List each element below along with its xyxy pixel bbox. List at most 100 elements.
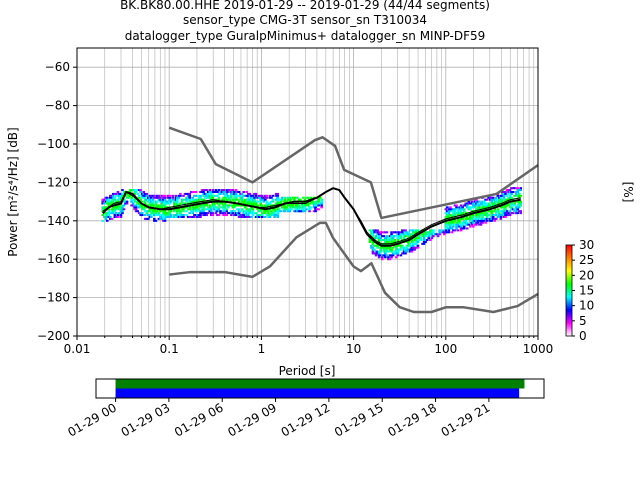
density-cell bbox=[452, 229, 455, 232]
density-cell bbox=[510, 187, 513, 190]
density-cell bbox=[371, 250, 375, 253]
density-cell bbox=[510, 208, 513, 211]
density-cell bbox=[450, 210, 454, 213]
density-cell bbox=[219, 210, 222, 213]
density-cell bbox=[484, 221, 487, 224]
density-cell bbox=[473, 223, 477, 226]
density-cell bbox=[502, 208, 506, 211]
coverage-frame bbox=[95, 378, 545, 399]
density-cell bbox=[271, 208, 275, 211]
density-cell bbox=[122, 198, 126, 201]
density-cell bbox=[159, 210, 162, 213]
density-cell bbox=[112, 200, 115, 203]
density-cell bbox=[245, 214, 249, 217]
density-cell bbox=[376, 252, 379, 255]
density-cell bbox=[116, 191, 120, 193]
x-axis-label: Period [s] bbox=[279, 364, 336, 378]
density-cell bbox=[519, 204, 523, 207]
density-cell bbox=[368, 240, 372, 243]
colorbar-label: [%] bbox=[621, 182, 635, 203]
density-cell bbox=[282, 200, 286, 203]
density-cell bbox=[493, 217, 497, 220]
density-cell bbox=[226, 191, 230, 193]
density-cell bbox=[159, 198, 162, 201]
density-cell bbox=[312, 204, 316, 207]
plot-frame bbox=[76, 47, 539, 337]
density-cell bbox=[194, 198, 198, 201]
density-cell bbox=[240, 208, 244, 211]
density-cell bbox=[276, 208, 279, 211]
density-cell bbox=[504, 208, 507, 211]
density-cell bbox=[305, 208, 308, 211]
density-cell bbox=[447, 208, 451, 211]
density-cell bbox=[502, 196, 506, 199]
density-cell bbox=[211, 214, 215, 217]
coverage-plot: 01-29 00 01-29 03 01-29 06 01-29 09 01-29 12… bbox=[65, 378, 545, 440]
density-cell bbox=[222, 212, 225, 215]
density-cell bbox=[368, 239, 372, 241]
density-cell bbox=[282, 206, 286, 209]
density-cell bbox=[230, 189, 233, 192]
density-cell bbox=[501, 206, 504, 209]
density-cell bbox=[519, 194, 523, 197]
density-cell bbox=[159, 215, 162, 218]
density-cell bbox=[203, 200, 207, 203]
density-cell bbox=[248, 212, 252, 215]
density-cell bbox=[127, 196, 130, 199]
density-cell bbox=[404, 248, 407, 251]
density-cell bbox=[293, 210, 296, 213]
density-cell bbox=[168, 210, 171, 213]
density-cell bbox=[160, 198, 164, 201]
density-cell bbox=[391, 240, 395, 243]
density-cell bbox=[498, 196, 501, 199]
density-cell bbox=[154, 194, 158, 197]
density-cell bbox=[146, 214, 150, 217]
density-cell bbox=[267, 210, 270, 213]
density-cell bbox=[473, 206, 477, 209]
density-cell bbox=[488, 196, 492, 199]
mean-curve bbox=[102, 187, 521, 245]
density-cell bbox=[391, 242, 395, 245]
density-cell bbox=[176, 208, 179, 211]
density-cell bbox=[262, 198, 266, 201]
density-cell bbox=[464, 223, 467, 226]
density-cell bbox=[243, 206, 247, 209]
density-cell bbox=[116, 200, 120, 203]
density-cell bbox=[475, 219, 478, 222]
density-cell bbox=[108, 200, 112, 203]
density-cell bbox=[508, 206, 512, 209]
density-cell bbox=[501, 192, 504, 195]
density-cell bbox=[379, 231, 382, 234]
density-cell bbox=[140, 196, 144, 199]
density-cell bbox=[268, 196, 272, 199]
density-cell bbox=[240, 200, 244, 203]
density-cell bbox=[446, 227, 449, 230]
coverage-bar bbox=[115, 388, 520, 398]
density-cell bbox=[166, 196, 170, 199]
density-cell bbox=[271, 214, 275, 217]
density-cell bbox=[475, 223, 478, 226]
density-cell bbox=[257, 196, 261, 199]
density-cell bbox=[461, 208, 464, 211]
density-cell bbox=[119, 210, 123, 213]
density-cell bbox=[286, 196, 290, 199]
density-cell bbox=[250, 215, 253, 218]
density-cell bbox=[481, 212, 484, 215]
density-cell bbox=[131, 204, 135, 207]
density-cell bbox=[146, 210, 150, 213]
density-cell bbox=[186, 194, 190, 197]
density-cell bbox=[228, 212, 232, 215]
density-cell bbox=[297, 208, 301, 211]
density-cell bbox=[410, 233, 413, 236]
density-cell bbox=[449, 219, 452, 222]
density-cell bbox=[387, 250, 390, 253]
density-cell bbox=[376, 231, 379, 234]
density-cell bbox=[237, 194, 241, 197]
density-cell bbox=[371, 233, 375, 236]
density-cell bbox=[408, 229, 412, 232]
density-cell bbox=[508, 194, 512, 197]
density-cell bbox=[442, 231, 446, 234]
density-cell bbox=[493, 198, 497, 201]
density-cell bbox=[186, 192, 190, 195]
density-cell bbox=[104, 200, 108, 203]
